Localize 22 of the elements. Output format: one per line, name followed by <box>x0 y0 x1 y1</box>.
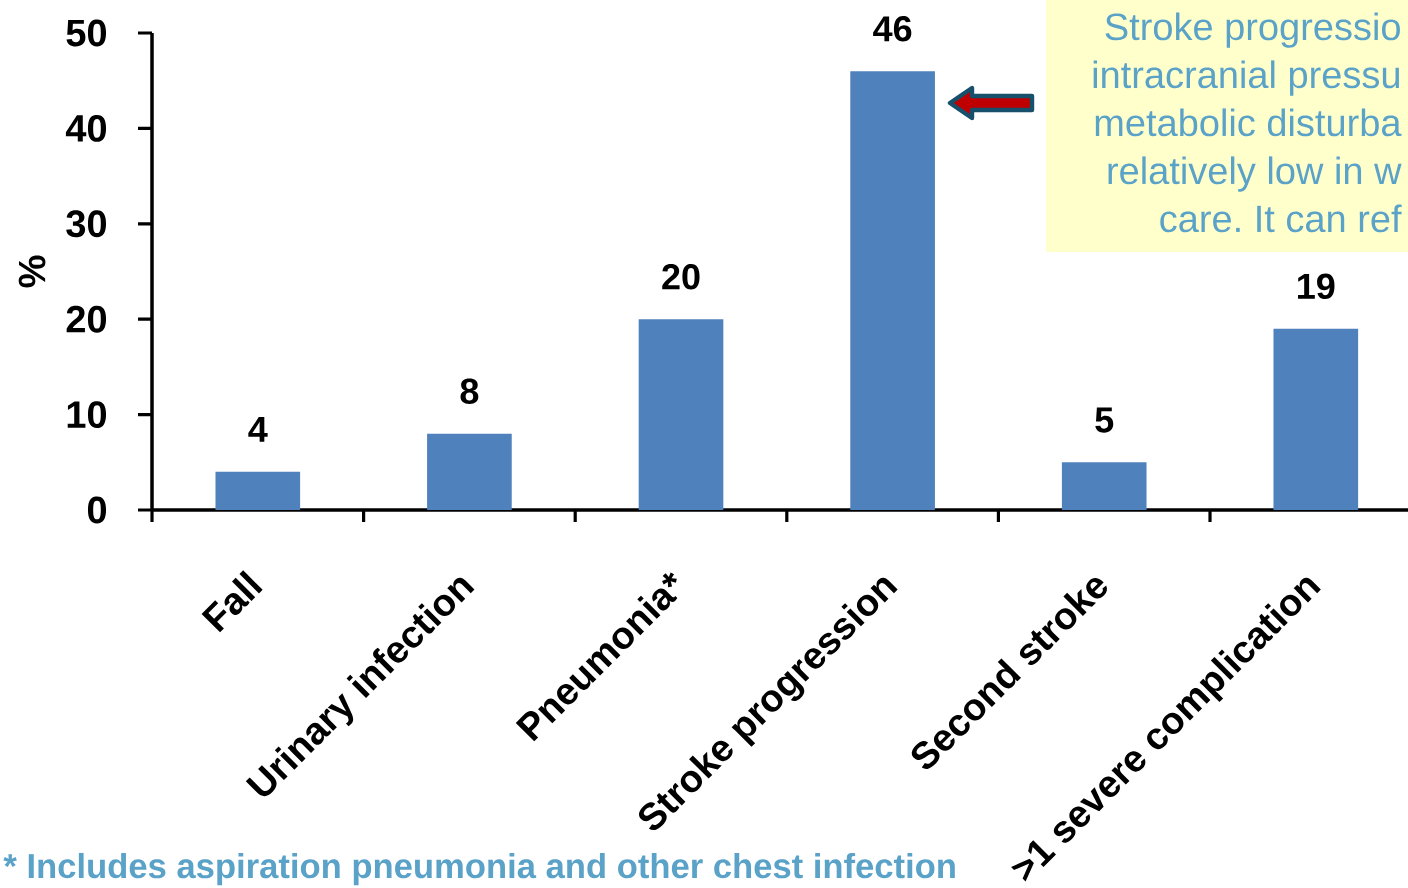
y-tick-label: 30 <box>66 210 107 238</box>
text: * Includes aspiration pneumonia and other chest infection <box>3 852 955 886</box>
y-tick-label: 50 <box>66 19 107 47</box>
data-label: 19 <box>1298 273 1335 300</box>
y-tick-label: 0 <box>87 496 107 524</box>
bar <box>215 471 301 510</box>
data-label: 46 <box>873 16 912 42</box>
bar <box>427 433 512 510</box>
annotation: Stroke progressio intracranial pressu metabolic disturba relatively low in w care. It can ref <box>1093 12 1402 233</box>
bar <box>1273 328 1359 510</box>
y-tick-label: 40 <box>65 114 107 142</box>
y-tick-label: 10 <box>67 401 107 429</box>
bar <box>638 319 724 510</box>
data-label: 5 <box>1095 407 1114 433</box>
bar <box>1061 462 1147 510</box>
y-axis-title: % <box>18 255 46 288</box>
y-tick-label: 20 <box>66 305 107 333</box>
data-label: 4 <box>248 417 268 442</box>
data-label: 20 <box>662 264 700 290</box>
data-label: 8 <box>460 378 479 405</box>
bar <box>850 71 935 510</box>
x-tick-label: Fall <box>201 570 263 633</box>
